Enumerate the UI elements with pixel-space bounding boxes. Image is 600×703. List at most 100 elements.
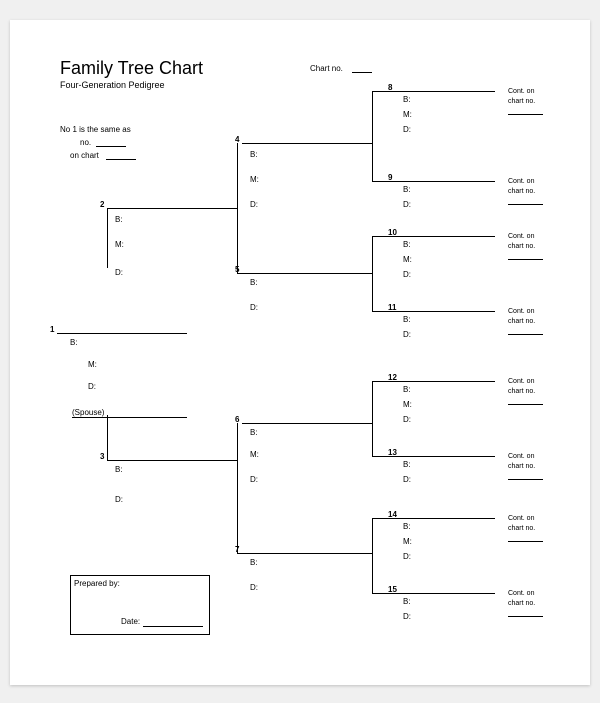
line-3 [107, 460, 237, 461]
prepared-label: Prepared by: [74, 579, 120, 588]
d-1: D: [88, 382, 96, 391]
bracket-12-13 [372, 381, 373, 456]
bracket-3-vert [107, 415, 108, 460]
note1: No 1 is the same as [60, 125, 131, 134]
cont-12-line [508, 404, 543, 405]
d-2: D: [115, 268, 123, 277]
d-13: D: [403, 475, 411, 484]
d-9: D: [403, 200, 411, 209]
d-11: D: [403, 330, 411, 339]
page: Family Tree Chart Four-Generation Pedigr… [10, 20, 590, 685]
bracket-4-5 [237, 143, 238, 273]
cont-9-line [508, 204, 543, 205]
m-2: M: [115, 240, 124, 249]
note3: on chart [70, 151, 99, 160]
date-line [143, 626, 203, 627]
line-10 [395, 236, 495, 237]
cont-11-line [508, 334, 543, 335]
note2-blank [96, 146, 126, 147]
b-9: B: [403, 185, 411, 194]
cont-11b: chart no. [508, 318, 535, 325]
cont-14b: chart no. [508, 525, 535, 532]
cont-15-line [508, 616, 543, 617]
subtitle: Four-Generation Pedigree [60, 80, 165, 90]
stub-10 [372, 236, 395, 237]
cont-15b: chart no. [508, 600, 535, 607]
b-13: B: [403, 460, 411, 469]
stub-14 [372, 518, 395, 519]
d-12: D: [403, 415, 411, 424]
line-5 [237, 273, 372, 274]
cont-14a: Cont. on [508, 515, 534, 522]
cont-10b: chart no. [508, 243, 535, 250]
m-8: M: [403, 110, 412, 119]
cont-10a: Cont. on [508, 233, 534, 240]
b-6: B: [250, 428, 258, 437]
num-3: 3 [100, 452, 104, 461]
b-7: B: [250, 558, 258, 567]
d-3: D: [115, 495, 123, 504]
b-15: B: [403, 597, 411, 606]
cont-11a: Cont. on [508, 308, 534, 315]
m-14: M: [403, 537, 412, 546]
d-6: D: [250, 475, 258, 484]
stub-8 [372, 91, 395, 92]
m-6: M: [250, 450, 259, 459]
d-4: D: [250, 200, 258, 209]
spouse-line [72, 417, 187, 418]
cont-8a: Cont. on [508, 88, 534, 95]
cont-8b: chart no. [508, 98, 535, 105]
d-14: D: [403, 552, 411, 561]
b-10: B: [403, 240, 411, 249]
bracket-14-15 [372, 518, 373, 593]
line-6 [242, 423, 372, 424]
line-8 [395, 91, 495, 92]
d-5: D: [250, 303, 258, 312]
b-2: B: [115, 215, 123, 224]
note2: no. [80, 138, 91, 147]
cont-10-line [508, 259, 543, 260]
cont-13a: Cont. on [508, 453, 534, 460]
cont-12a: Cont. on [508, 378, 534, 385]
cont-9a: Cont. on [508, 178, 534, 185]
d-10: D: [403, 270, 411, 279]
cont-12b: chart no. [508, 388, 535, 395]
b-11: B: [403, 315, 411, 324]
cont-13b: chart no. [508, 463, 535, 470]
b-5: B: [250, 278, 258, 287]
stub-12 [372, 381, 395, 382]
note3-blank [106, 159, 136, 160]
b-1: B: [70, 338, 78, 347]
line-15 [372, 593, 495, 594]
bracket-2-vert [107, 208, 108, 268]
bracket-10-11 [372, 236, 373, 311]
line-13 [372, 456, 495, 457]
line-9 [372, 181, 495, 182]
m-1: M: [88, 360, 97, 369]
chart-no-label: Chart no. [310, 64, 343, 73]
d-15: D: [403, 612, 411, 621]
num-2: 2 [100, 200, 104, 209]
b-14: B: [403, 522, 411, 531]
b-4: B: [250, 150, 258, 159]
chart-no-blank [352, 72, 372, 73]
bracket-8-9 [372, 91, 373, 181]
cont-14-line [508, 541, 543, 542]
bracket-6-7 [237, 423, 238, 553]
num-1: 1 [50, 325, 54, 334]
cont-8-line [508, 114, 543, 115]
d-7: D: [250, 583, 258, 592]
m-10: M: [403, 255, 412, 264]
line-2 [107, 208, 237, 209]
line-1 [57, 333, 187, 334]
line-14 [395, 518, 495, 519]
d-8: D: [403, 125, 411, 134]
b-8: B: [403, 95, 411, 104]
spouse-label: (Spouse) [72, 408, 104, 417]
cont-9b: chart no. [508, 188, 535, 195]
m-12: M: [403, 400, 412, 409]
line-12 [395, 381, 495, 382]
line-11 [372, 311, 495, 312]
prepared-box: Prepared by: Date: [70, 575, 210, 635]
title: Family Tree Chart [60, 58, 203, 79]
